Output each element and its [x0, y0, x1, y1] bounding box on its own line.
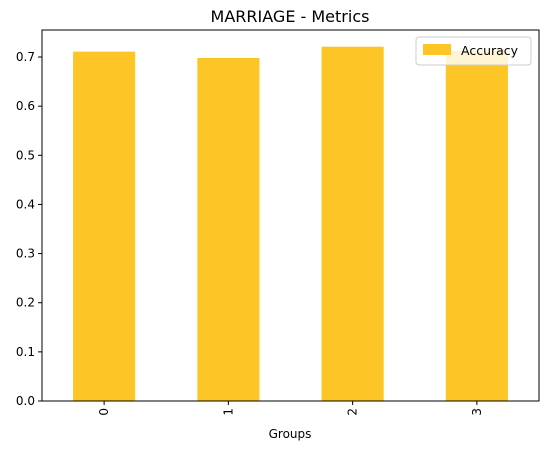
x-axis: 0 1 2 3	[97, 401, 484, 416]
plot-frame	[41, 29, 540, 402]
y-tick-label-5: 0.5	[16, 148, 35, 162]
bar-0	[73, 51, 136, 402]
x-tick-label-0: 0	[97, 408, 111, 416]
bar-2	[321, 46, 384, 402]
chart-title: MARRIAGE - Metrics	[211, 7, 370, 26]
y-axis: 0.0 0.1 0.2 0.3 0.4 0.5 0.6 0.7	[16, 50, 42, 408]
y-tick-label-3: 0.3	[16, 247, 35, 261]
bar-1	[197, 58, 260, 401]
legend: Accuracy	[415, 36, 532, 66]
x-axis-label: Groups	[269, 427, 312, 441]
bar-3	[445, 50, 508, 402]
legend-swatch-accuracy	[423, 44, 451, 55]
x-tick-label-1: 1	[221, 408, 235, 416]
bar-group	[73, 46, 508, 402]
y-tick-label-7: 0.7	[16, 50, 35, 64]
y-tick-label-6: 0.6	[16, 99, 35, 113]
y-tick-label-0: 0.0	[16, 394, 35, 408]
y-tick-label-4: 0.4	[16, 197, 35, 211]
y-tick-label-1: 0.1	[16, 345, 35, 359]
x-tick-label-3: 3	[470, 408, 484, 416]
legend-label-accuracy: Accuracy	[461, 43, 519, 58]
y-tick-label-2: 0.2	[16, 296, 35, 310]
x-tick-label-2: 2	[346, 408, 360, 416]
